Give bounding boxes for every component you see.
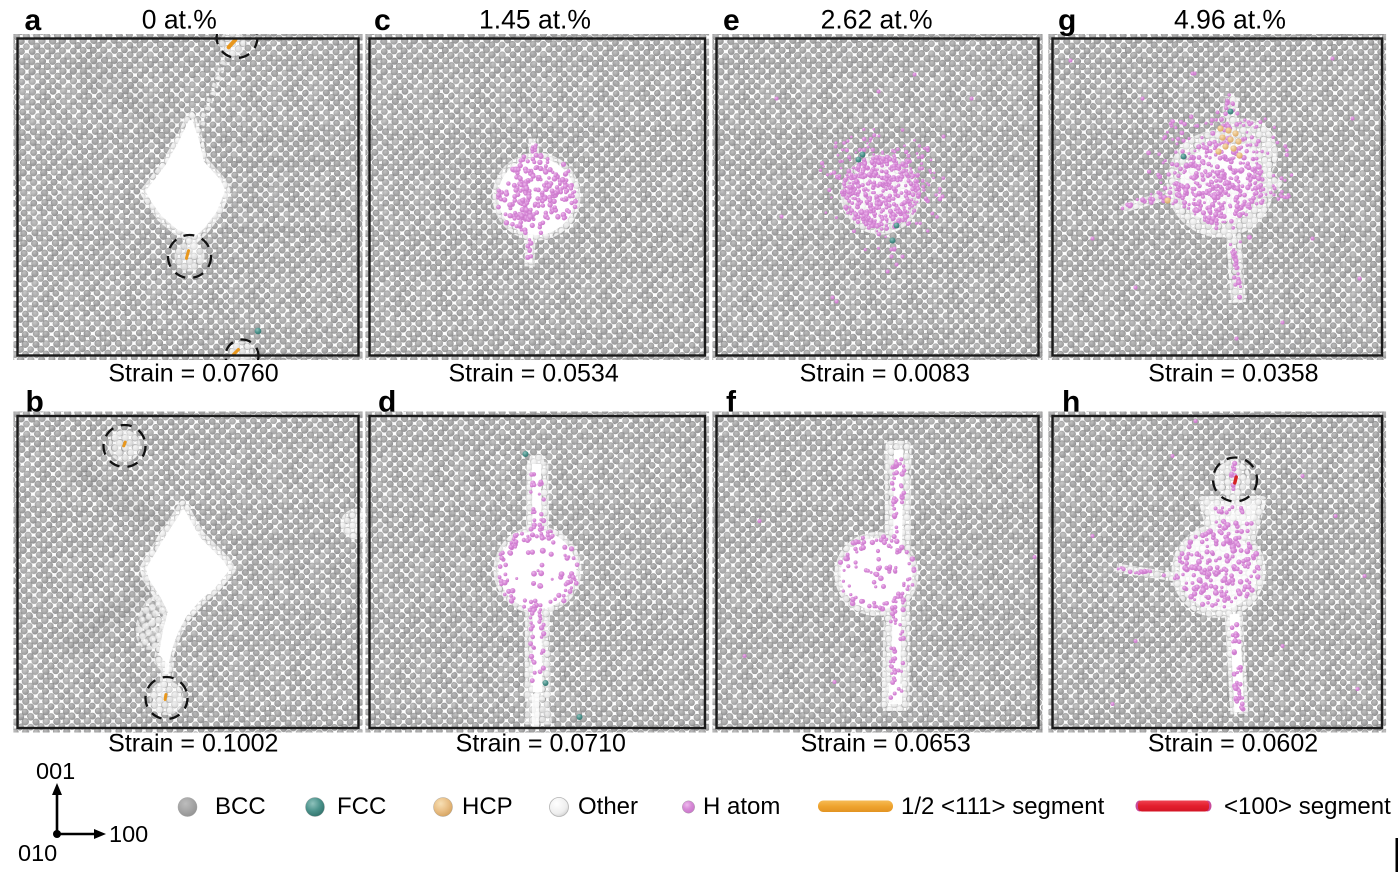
svg-text:2.62 at.%: 2.62 at.%: [821, 5, 933, 35]
svg-text:HCP: HCP: [462, 793, 513, 820]
svg-text:Strain = 0.0358: Strain = 0.0358: [1148, 360, 1318, 388]
svg-text:Strain = 0.0760: Strain = 0.0760: [108, 360, 278, 388]
svg-text:f: f: [726, 386, 737, 419]
svg-text:H atom: H atom: [703, 793, 780, 820]
svg-text:1/2 <111> segment: 1/2 <111> segment: [901, 793, 1105, 820]
svg-text:<100> segment: <100> segment: [1224, 793, 1391, 820]
svg-text:1.45 at.%: 1.45 at.%: [479, 5, 591, 35]
svg-text:d: d: [378, 386, 396, 419]
svg-text:Strain = 0.0710: Strain = 0.0710: [456, 729, 626, 757]
svg-text:Strain = 0.1002: Strain = 0.1002: [108, 730, 278, 758]
svg-text:Strain = 0.0602: Strain = 0.0602: [1148, 729, 1318, 757]
svg-text:Strain = 0.0083: Strain = 0.0083: [800, 360, 970, 388]
svg-text:0 at.%: 0 at.%: [142, 5, 217, 35]
svg-text:001: 001: [36, 758, 75, 784]
svg-text:100: 100: [109, 821, 148, 847]
svg-text:b: b: [26, 386, 44, 419]
svg-text:h: h: [1062, 386, 1080, 419]
svg-text:FCC: FCC: [337, 793, 386, 820]
svg-text:a: a: [25, 4, 42, 37]
svg-text:e: e: [723, 4, 740, 37]
svg-text:BCC: BCC: [215, 793, 266, 820]
svg-text:g: g: [1058, 4, 1076, 37]
svg-text:4.96 at.%: 4.96 at.%: [1174, 5, 1286, 35]
svg-text:Other: Other: [578, 793, 638, 820]
svg-text:Strain = 0.0534: Strain = 0.0534: [448, 360, 618, 388]
svg-text:c: c: [374, 4, 391, 37]
svg-text:Strain = 0.0653: Strain = 0.0653: [801, 729, 971, 757]
svg-text:010: 010: [18, 840, 57, 866]
